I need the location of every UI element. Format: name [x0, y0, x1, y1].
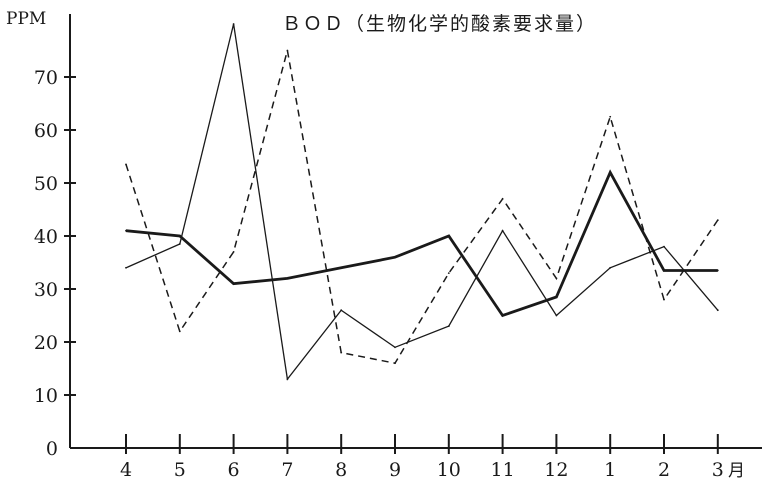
data-point-solid-bold	[286, 277, 289, 280]
data-point-dashed	[716, 219, 719, 222]
data-point-dashed	[178, 330, 181, 333]
x-axis-ticks: 4 5 6 7 8 9 10 11 12 1 2 3	[120, 434, 724, 481]
x-tick-label: 5	[174, 459, 186, 481]
chart-title: ＢＯＤ（生物化学的酸素要求量）	[282, 13, 597, 35]
data-point-solid-bold	[609, 171, 612, 174]
x-tick-label: 2	[658, 459, 670, 481]
data-point-solid-bold	[125, 229, 127, 232]
x-tick-label: 10	[437, 459, 461, 481]
x-tick-label: 8	[335, 459, 347, 481]
data-point-dashed	[609, 115, 612, 118]
x-tick-label: 11	[491, 459, 515, 481]
series-layer	[125, 23, 719, 381]
data-point-dashed	[447, 272, 450, 274]
x-tick-label: 6	[228, 459, 240, 481]
data-point-solid-thin	[663, 245, 665, 248]
y-tick-label: 20	[34, 332, 58, 354]
data-point-dashed	[340, 351, 343, 354]
series-line-solid-thin	[125, 23, 719, 381]
data-point-dashed	[555, 277, 558, 280]
data-point-solid-bold	[232, 282, 235, 285]
y-axis-ticks: 0 10 20 30 40 50 60 70	[34, 67, 76, 460]
y-tick-label: 10	[34, 385, 58, 407]
x-tick-label: 1	[604, 459, 616, 481]
data-point-solid-bold	[340, 266, 343, 269]
y-axis-label: PPM	[6, 9, 46, 29]
data-point-solid-bold	[555, 296, 558, 298]
series-line-solid-bold	[125, 169, 718, 318]
data-point-solid-thin	[716, 309, 719, 312]
data-point-solid-bold	[501, 314, 504, 317]
y-tick-label: 0	[46, 438, 58, 460]
x-tick-label: 7	[281, 459, 293, 481]
x-tick-label: 12	[544, 459, 568, 481]
data-point-dashed	[501, 198, 504, 200]
series-line-dashed	[125, 50, 719, 365]
data-point-dashed	[394, 362, 396, 365]
y-tick-label: 40	[34, 226, 58, 248]
y-tick-label: 70	[34, 67, 58, 89]
x-axis-unit: 月	[728, 461, 745, 481]
data-point-dashed	[286, 49, 289, 52]
y-tick-label: 50	[34, 173, 58, 195]
data-point-solid-bold	[716, 269, 719, 272]
data-point-dashed	[663, 298, 665, 301]
y-tick-label: 60	[34, 120, 58, 142]
data-point-dashed	[125, 163, 127, 166]
data-point-solid-bold	[663, 269, 665, 272]
data-point-solid-thin	[447, 325, 450, 327]
data-point-solid-bold	[394, 256, 396, 259]
x-tick-label: 4	[120, 459, 132, 481]
data-point-solid-bold	[178, 235, 181, 237]
data-point-solid-thin	[232, 23, 235, 25]
data-point-solid-thin	[394, 346, 396, 349]
y-tick-label: 30	[34, 279, 58, 301]
data-point-solid-thin	[340, 309, 343, 312]
data-point-solid-thin	[286, 378, 289, 380]
x-tick-label: 3	[712, 459, 724, 481]
data-point-solid-thin	[501, 229, 504, 232]
data-point-solid-thin	[555, 314, 558, 317]
data-point-dashed	[232, 251, 235, 253]
data-point-solid-thin	[125, 266, 127, 269]
data-point-solid-thin	[178, 243, 181, 245]
data-point-solid-thin	[609, 266, 612, 269]
data-point-solid-bold	[447, 235, 450, 237]
x-tick-label: 9	[389, 459, 401, 481]
